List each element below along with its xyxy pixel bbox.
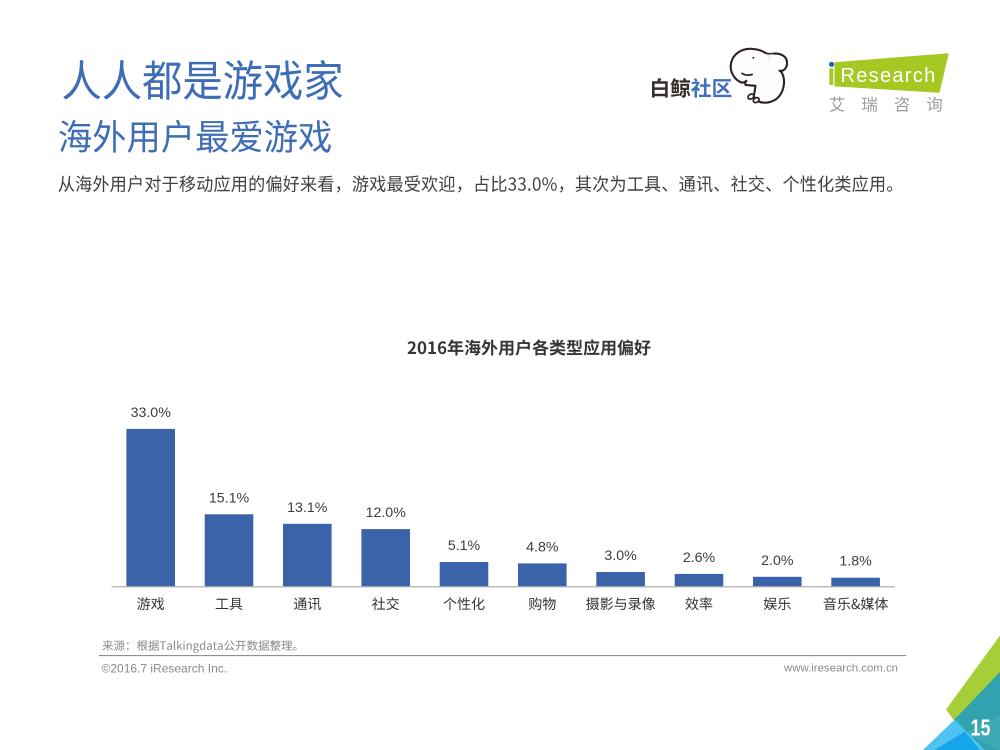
svg-text:12.0%: 12.0%: [366, 505, 407, 521]
svg-text:5.1%: 5.1%: [448, 538, 481, 554]
svg-text:©2016.7 iResearch Inc.: ©2016.7 iResearch Inc.: [102, 662, 228, 676]
svg-text:2.0%: 2.0%: [761, 553, 794, 569]
svg-text:3.0%: 3.0%: [604, 548, 637, 564]
svg-text:2.6%: 2.6%: [683, 550, 716, 566]
svg-text:1.8%: 1.8%: [839, 554, 872, 570]
svg-text:15: 15: [971, 714, 991, 740]
svg-text:13.1%: 13.1%: [287, 500, 328, 516]
svg-text:4.8%: 4.8%: [526, 539, 559, 555]
svg-text:Research: Research: [841, 65, 937, 87]
svg-text:33.0%: 33.0%: [131, 405, 172, 421]
svg-text:15.1%: 15.1%: [209, 490, 250, 506]
svg-text:www.iresearch.com.cn: www.iresearch.com.cn: [783, 663, 898, 675]
